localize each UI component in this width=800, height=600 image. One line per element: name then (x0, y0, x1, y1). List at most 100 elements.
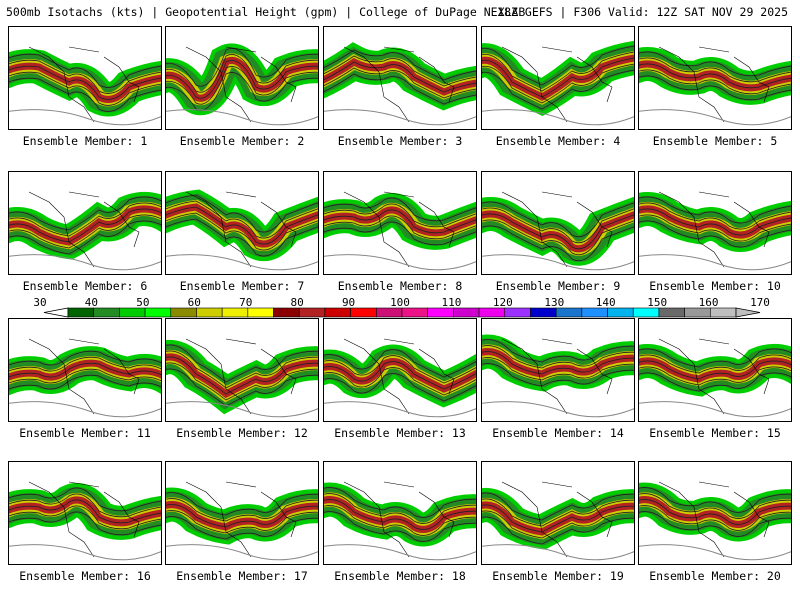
ensemble-panel: Ensemble Member: 11 (8, 318, 162, 440)
colorbar-tick-label: 120 (493, 296, 513, 309)
ensemble-member-label: Ensemble Member: 12 (176, 426, 308, 440)
ensemble-member-label: Ensemble Member: 6 (22, 279, 148, 293)
ensemble-member-label: Ensemble Member: 15 (649, 426, 781, 440)
colorbar-swatch (67, 307, 94, 318)
ensemble-panel: Ensemble Member: 16 (8, 461, 162, 583)
ensemble-member-label: Ensemble Member: 2 (179, 134, 305, 148)
jet-stream-map (323, 171, 477, 275)
colorbar-tick-label: 50 (136, 296, 149, 309)
colorbar-tick-label: 70 (239, 296, 252, 309)
jet-stream-map (165, 461, 319, 565)
ensemble-panel: Ensemble Member: 18 (323, 461, 477, 583)
jet-stream-map (638, 171, 792, 275)
jet-stream-map (323, 318, 477, 422)
colorbar-swatch (427, 307, 454, 318)
colorbar-swatch (684, 307, 711, 318)
ensemble-panel: Ensemble Member: 5 (638, 26, 792, 148)
jet-stream-map (165, 26, 319, 130)
jet-stream-map (638, 461, 792, 565)
ensemble-panel: Ensemble Member: 2 (165, 26, 319, 148)
colorbar-tick-label: 140 (596, 296, 616, 309)
ensemble-member-label: Ensemble Member: 3 (337, 134, 463, 148)
ensemble-member-label: Ensemble Member: 18 (334, 569, 466, 583)
jet-stream-map (165, 171, 319, 275)
colorbar-tick-label: 90 (342, 296, 355, 309)
ensemble-panel: Ensemble Member: 9 (481, 171, 635, 293)
jet-stream-map (481, 461, 635, 565)
colorbar-swatch (658, 307, 685, 318)
colorbar-swatch (555, 307, 583, 318)
isotach-colorbar: 30 40 50 60 70 80 90 100 110 120 130 140 150 160 170 (0, 296, 800, 320)
ensemble-member-label: Ensemble Member: 8 (337, 279, 463, 293)
colorbar-tick-label: 40 (85, 296, 98, 309)
colorbar-tick-label: 60 (188, 296, 201, 309)
ensemble-panel: Ensemble Member: 12 (165, 318, 319, 440)
colorbar-swatch (196, 307, 223, 318)
colorbar-tick-label: 30 (33, 296, 46, 309)
colorbar-right-arrow (735, 307, 761, 318)
ensemble-panel: Ensemble Member: 6 (8, 171, 162, 293)
colorbar-swatch (530, 307, 557, 318)
ensemble-panel: Ensemble Member: 1 (8, 26, 162, 148)
ensemble-panel: Ensemble Member: 10 (638, 171, 792, 293)
ensemble-member-label: Ensemble Member: 13 (334, 426, 466, 440)
ensemble-member-label: Ensemble Member: 11 (19, 426, 151, 440)
colorbar-swatch (632, 307, 660, 318)
jet-stream-map (8, 318, 162, 422)
colorbar-swatch (376, 307, 403, 318)
jet-stream-map (638, 318, 792, 422)
header: 500mb Isotachs (kts) | Geopotential Heig… (0, 0, 800, 22)
ensemble-member-label: Ensemble Member: 5 (652, 134, 778, 148)
colorbar-swatch (93, 307, 120, 318)
jet-stream-map (165, 318, 319, 422)
jet-stream-map (481, 26, 635, 130)
colorbar-swatch (221, 307, 249, 318)
ensemble-member-label: Ensemble Member: 10 (649, 279, 781, 293)
ensemble-member-label: Ensemble Member: 14 (492, 426, 624, 440)
colorbar-tick-label: 150 (647, 296, 667, 309)
jet-stream-map (638, 26, 792, 130)
colorbar-swatch (144, 307, 172, 318)
ensemble-panel: Ensemble Member: 19 (481, 461, 635, 583)
jet-stream-map (323, 26, 477, 130)
jet-stream-map (481, 171, 635, 275)
colorbar-swatch (324, 307, 351, 318)
colorbar-swatch (350, 307, 377, 318)
ensemble-panel: Ensemble Member: 13 (323, 318, 477, 440)
ensemble-panel: Ensemble Member: 8 (323, 171, 477, 293)
ensemble-member-label: Ensemble Member: 16 (19, 569, 151, 583)
colorbar-swatch (607, 307, 634, 318)
ensemble-member-label: Ensemble Member: 17 (176, 569, 308, 583)
jet-stream-map (481, 318, 635, 422)
product-title: 500mb Isotachs (kts) | Geopotential Heig… (6, 5, 526, 19)
colorbar-swatch (401, 307, 428, 318)
colorbar-swatch (119, 307, 146, 318)
colorbar-left-arrow (43, 307, 69, 318)
colorbar-swatch (247, 307, 274, 318)
ensemble-panel: Ensemble Member: 14 (481, 318, 635, 440)
run-valid-time: 18Z GEFS | F306 Valid: 12Z SAT NOV 29 20… (497, 5, 788, 19)
ensemble-panel: Ensemble Member: 4 (481, 26, 635, 148)
ensemble-member-label: Ensemble Member: 20 (649, 569, 781, 583)
colorbar-swatch (478, 307, 506, 318)
jet-stream-map (8, 171, 162, 275)
colorbar-swatch (273, 307, 300, 318)
ensemble-member-label: Ensemble Member: 9 (495, 279, 621, 293)
ensemble-member-label: Ensemble Member: 4 (495, 134, 621, 148)
colorbar-swatch (710, 307, 737, 318)
ensemble-panel: Ensemble Member: 20 (638, 461, 792, 583)
colorbar-tick-label: 130 (544, 296, 564, 309)
colorbar-tick-label: 170 (750, 296, 770, 309)
jet-stream-map (323, 461, 477, 565)
ensemble-member-label: Ensemble Member: 1 (22, 134, 148, 148)
colorbar-tick-label: 110 (441, 296, 461, 309)
ensemble-panel: Ensemble Member: 15 (638, 318, 792, 440)
colorbar-swatch (298, 307, 326, 318)
ensemble-panel: Ensemble Member: 17 (165, 461, 319, 583)
jet-stream-map (8, 461, 162, 565)
ensemble-member-label: Ensemble Member: 7 (179, 279, 305, 293)
colorbar-swatch (453, 307, 480, 318)
ensemble-panel: Ensemble Member: 7 (165, 171, 319, 293)
jet-stream-map (8, 26, 162, 130)
ensemble-panel: Ensemble Member: 3 (323, 26, 477, 148)
